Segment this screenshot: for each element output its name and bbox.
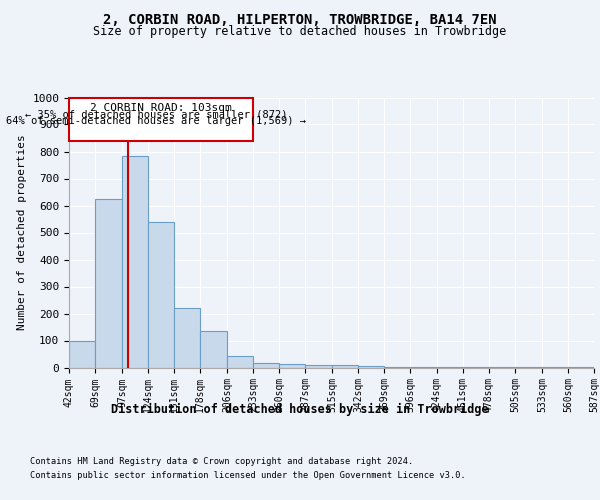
Bar [279, 364, 305, 368]
Bar [437, 367, 463, 368]
Bar [358, 366, 384, 368]
Bar [253, 362, 279, 368]
Bar [148, 222, 174, 368]
Bar [410, 367, 437, 368]
Bar [69, 340, 95, 367]
Text: Distribution of detached houses by size in Trowbridge: Distribution of detached houses by size … [111, 402, 489, 415]
Bar [384, 366, 410, 368]
Text: Contains public sector information licensed under the Open Government Licence v3: Contains public sector information licen… [30, 471, 466, 480]
FancyBboxPatch shape [69, 98, 253, 140]
Text: 64% of semi-detached houses are larger (1,569) →: 64% of semi-detached houses are larger (… [6, 116, 306, 126]
Bar [305, 365, 332, 368]
Bar [200, 331, 227, 368]
Bar [332, 365, 358, 368]
Text: 2 CORBIN ROAD: 103sqm: 2 CORBIN ROAD: 103sqm [90, 103, 232, 113]
Bar [174, 308, 200, 368]
Bar [95, 198, 122, 368]
Bar [227, 356, 253, 368]
Text: 2, CORBIN ROAD, HILPERTON, TROWBRIDGE, BA14 7EN: 2, CORBIN ROAD, HILPERTON, TROWBRIDGE, B… [103, 12, 497, 26]
Bar [122, 156, 148, 368]
Y-axis label: Number of detached properties: Number of detached properties [17, 134, 27, 330]
Text: Size of property relative to detached houses in Trowbridge: Size of property relative to detached ho… [94, 25, 506, 38]
Text: ← 35% of detached houses are smaller (872): ← 35% of detached houses are smaller (87… [25, 110, 287, 120]
Text: Contains HM Land Registry data © Crown copyright and database right 2024.: Contains HM Land Registry data © Crown c… [30, 458, 413, 466]
